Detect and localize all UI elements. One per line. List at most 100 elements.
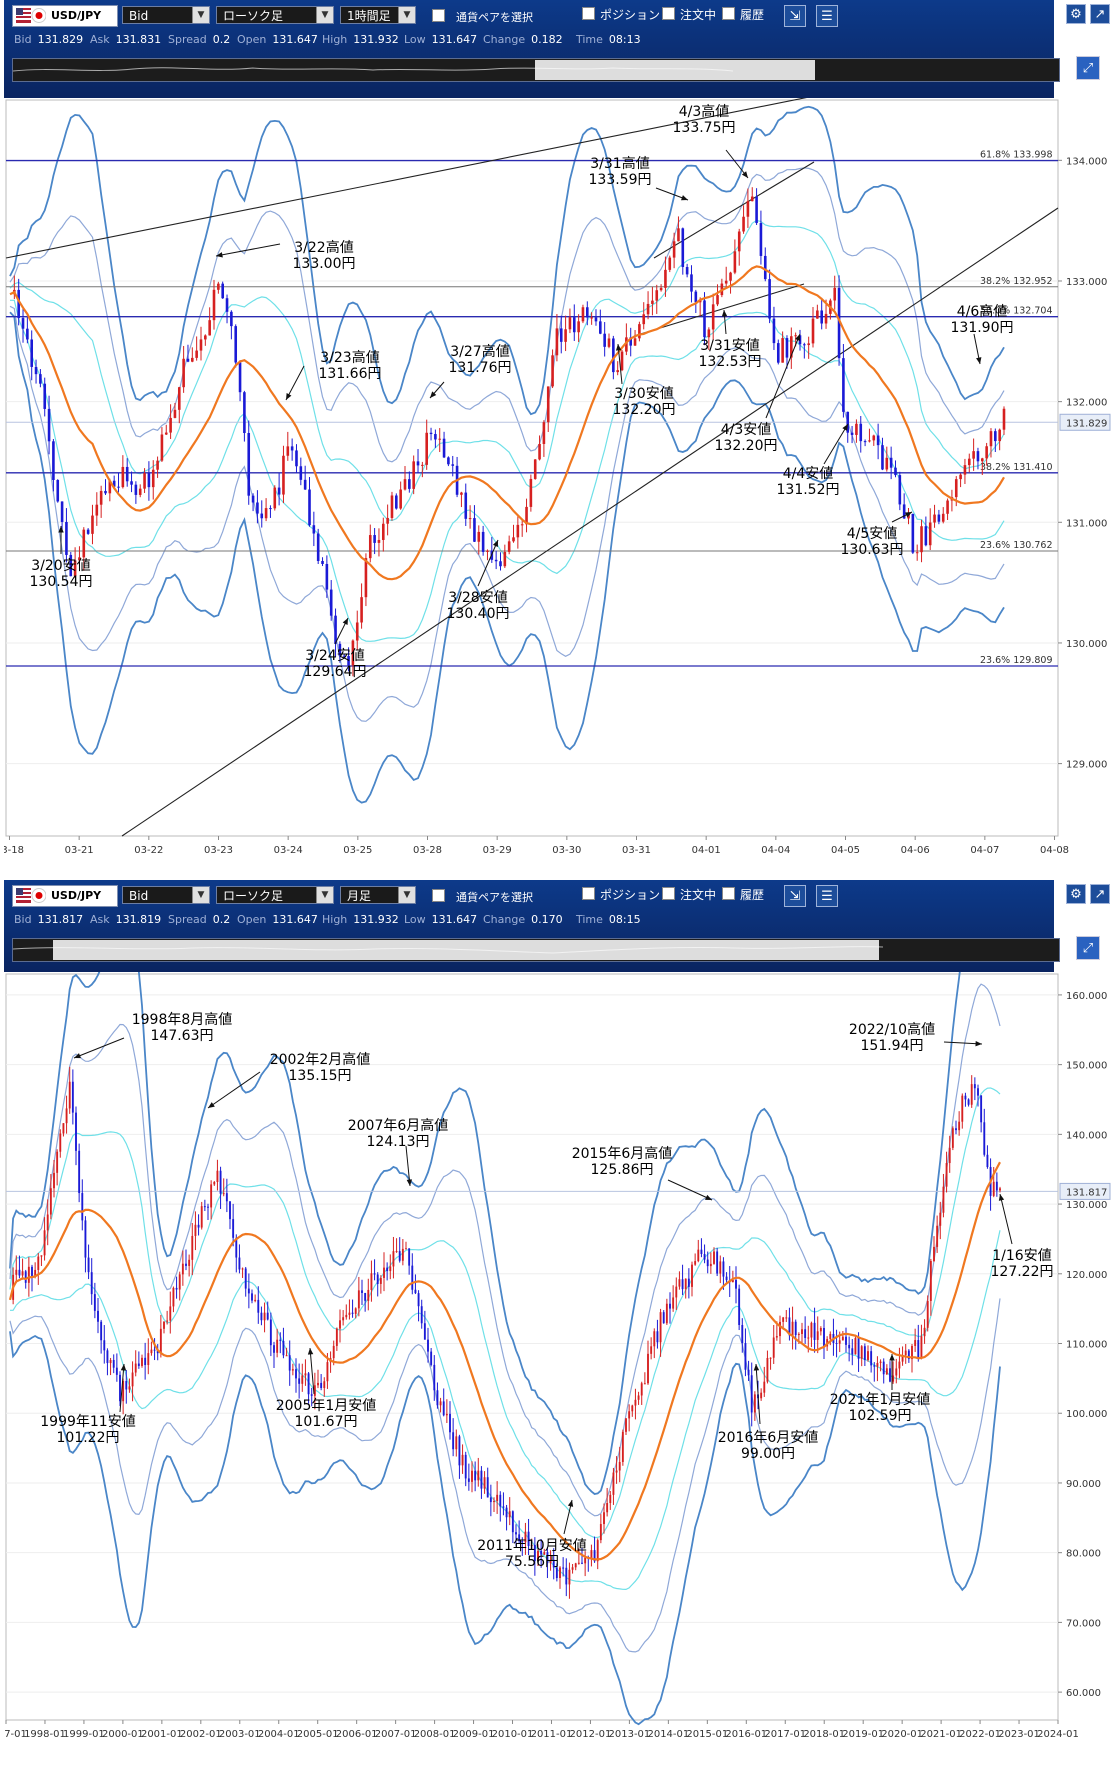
popout-icon[interactable]: ↗ <box>1090 4 1110 24</box>
fib-level-label: 61.8% 133.998 <box>980 150 1052 161</box>
candle-body <box>895 1368 898 1376</box>
annotation-arrow <box>617 343 623 385</box>
order-checkbox[interactable] <box>662 887 675 900</box>
candle-body <box>725 1276 728 1281</box>
annotation-value: 135.15円 <box>289 1068 352 1084</box>
annotation-label: 3/31安値 <box>700 338 759 354</box>
bollinger-band-lower-1 <box>10 1230 1001 1591</box>
chart-type-select[interactable]: ローソク足 ▼ <box>216 886 334 904</box>
price-type-select[interactable]: Bid ▼ <box>122 886 210 904</box>
candle-body <box>282 455 285 495</box>
zoom-icon[interactable]: ⤢ <box>1076 56 1100 80</box>
y-tick-label: 110.000 <box>1066 1340 1107 1351</box>
chart-type-select[interactable]: ローソク足 ▼ <box>216 6 334 24</box>
list-icon[interactable]: ☰ <box>816 5 838 27</box>
candle-body <box>342 1317 345 1321</box>
candle-body <box>675 1286 678 1298</box>
x-tick-label: 04-08 <box>1040 845 1069 856</box>
candle-body <box>872 435 876 441</box>
candle-body <box>390 495 394 518</box>
candle-body <box>429 432 433 435</box>
candle-body <box>285 1355 288 1357</box>
currency-pair-selector[interactable]: USD/JPY <box>12 885 118 907</box>
candle-body <box>97 1310 99 1322</box>
candle-body <box>848 1344 851 1349</box>
bid-value: 131.829 <box>37 33 84 46</box>
annotation-arrowhead <box>905 512 912 518</box>
candle-body <box>646 303 650 315</box>
list-icon[interactable]: ☰ <box>816 885 838 907</box>
y-tick-label: 140.000 <box>1066 1130 1107 1141</box>
candle-body <box>915 552 919 554</box>
candle-body <box>711 304 715 330</box>
candle-body <box>254 1299 257 1301</box>
annotation-arrowhead <box>753 1364 760 1371</box>
position-checkbox[interactable] <box>582 887 595 900</box>
select-pair-checkbox[interactable] <box>432 889 445 902</box>
candle-body <box>684 1278 687 1290</box>
low-value: 131.647 <box>431 33 478 46</box>
current-price-label: 131.829 <box>1066 418 1107 429</box>
candle-body <box>383 1267 385 1278</box>
annotation-arrowhead <box>406 1179 413 1186</box>
candle-body <box>603 333 606 347</box>
chart-tool-icon[interactable]: ⇲ <box>784 5 806 27</box>
candle-body <box>17 289 20 319</box>
low-label: Low <box>404 33 426 46</box>
candle-body <box>84 1220 87 1258</box>
price-type-select[interactable]: Bid ▼ <box>122 6 210 24</box>
candle-body <box>461 1454 464 1466</box>
candle-body <box>694 1261 697 1265</box>
candle-body <box>320 1382 323 1388</box>
candle-body <box>144 1357 147 1366</box>
select-pair-checkbox[interactable] <box>432 9 445 22</box>
chart-navigator[interactable] <box>12 58 1060 82</box>
bid-label: Bid <box>14 913 32 926</box>
navigator-window[interactable] <box>535 60 815 80</box>
candle-body <box>338 643 342 656</box>
candle-body <box>360 597 363 623</box>
candle-body <box>18 1269 21 1276</box>
candle-body <box>763 1381 766 1393</box>
bid-label: Bid <box>14 33 32 46</box>
open-label: Open <box>237 913 267 926</box>
candle-body <box>243 392 246 434</box>
navigator-window[interactable] <box>53 940 879 960</box>
candle-body <box>310 1394 313 1396</box>
candle-body <box>266 1312 269 1320</box>
timeframe-select[interactable]: 月足 ▼ <box>340 886 416 904</box>
candle-body <box>876 1362 879 1367</box>
candle-body <box>398 1251 401 1261</box>
popout-icon[interactable]: ↗ <box>1090 884 1110 904</box>
gear-icon[interactable]: ⚙ <box>1066 4 1086 24</box>
history-checkbox[interactable] <box>722 887 735 900</box>
candle-body <box>438 438 442 440</box>
order-checkbox[interactable] <box>662 7 675 20</box>
candle-body <box>564 329 567 342</box>
candle-body <box>295 450 298 467</box>
chart-tool-icon[interactable]: ⇲ <box>784 885 806 907</box>
candle-body <box>40 1255 43 1257</box>
bollinger-band-upper-3 <box>9 972 961 1495</box>
time-value: 08:13 <box>608 33 641 46</box>
x-tick-label: 2011-01 <box>531 1729 573 1740</box>
candle-body <box>512 537 515 542</box>
history-checkbox[interactable] <box>722 7 735 20</box>
candle-body <box>868 440 871 442</box>
chart-navigator[interactable] <box>12 938 1060 962</box>
x-tick-label: 1999-01 <box>63 1729 105 1740</box>
candle-body <box>508 1511 511 1518</box>
candle-body <box>733 251 737 273</box>
candle-body <box>533 1545 536 1561</box>
candle-body <box>516 524 520 538</box>
candle-body <box>230 311 233 327</box>
annotation-value: 151.94円 <box>861 1038 924 1054</box>
candle-body <box>416 461 420 466</box>
candle-body <box>269 508 272 510</box>
currency-pair-selector[interactable]: USD/JPY <box>12 5 118 27</box>
gear-icon[interactable]: ⚙ <box>1066 884 1086 904</box>
candle-body <box>247 433 251 496</box>
zoom-icon[interactable]: ⤢ <box>1076 936 1100 960</box>
position-checkbox[interactable] <box>582 7 595 20</box>
timeframe-select[interactable]: 1時間足 ▼ <box>340 6 416 24</box>
